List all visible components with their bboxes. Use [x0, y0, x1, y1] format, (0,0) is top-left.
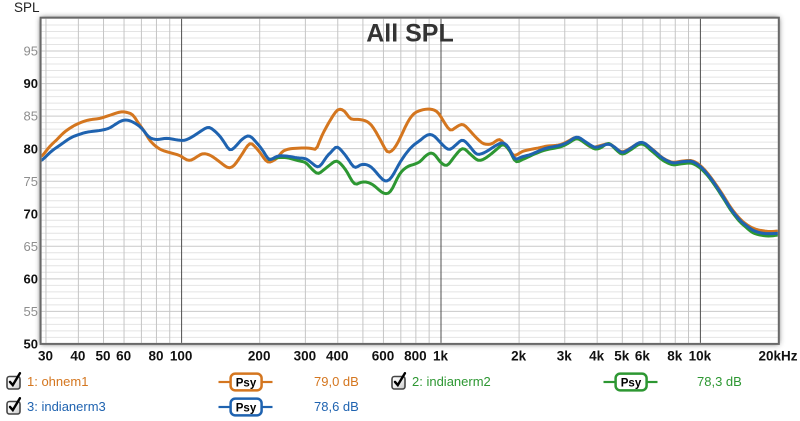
- svg-text:100: 100: [170, 349, 193, 364]
- svg-text:400: 400: [326, 349, 349, 364]
- svg-text:Psy: Psy: [236, 377, 257, 389]
- svg-text:Psy: Psy: [621, 377, 642, 389]
- svg-text:1k: 1k: [433, 349, 449, 364]
- svg-text:600: 600: [372, 349, 395, 364]
- svg-text:4k: 4k: [589, 349, 605, 364]
- svg-text:300: 300: [294, 349, 317, 364]
- svg-text:8k: 8k: [667, 349, 683, 364]
- svg-text:85: 85: [24, 109, 38, 124]
- svg-text:200: 200: [248, 349, 271, 364]
- svg-text:30: 30: [38, 349, 53, 364]
- svg-text:60: 60: [116, 349, 131, 364]
- svg-text:65: 65: [24, 239, 38, 254]
- svg-text:800: 800: [404, 349, 427, 364]
- svg-text:SPL: SPL: [14, 0, 40, 15]
- svg-text:60: 60: [24, 271, 38, 286]
- svg-text:40: 40: [70, 349, 85, 364]
- svg-text:50: 50: [95, 349, 110, 364]
- svg-text:All SPL: All SPL: [366, 20, 454, 48]
- svg-text:80: 80: [148, 349, 163, 364]
- svg-text:2k: 2k: [511, 349, 527, 364]
- svg-text:3k: 3k: [557, 349, 573, 364]
- svg-text:5k: 5k: [614, 349, 630, 364]
- svg-text:Psy: Psy: [236, 402, 257, 414]
- svg-text:90: 90: [24, 76, 38, 91]
- svg-text:55: 55: [24, 304, 38, 319]
- svg-text:50: 50: [24, 337, 38, 352]
- svg-text:95: 95: [24, 44, 38, 59]
- svg-text:75: 75: [24, 174, 38, 189]
- svg-text:70: 70: [24, 206, 38, 221]
- svg-text:80: 80: [24, 141, 38, 156]
- svg-text:10k: 10k: [689, 349, 712, 364]
- svg-text:6k: 6k: [635, 349, 651, 364]
- svg-text:20kHz: 20kHz: [758, 349, 797, 364]
